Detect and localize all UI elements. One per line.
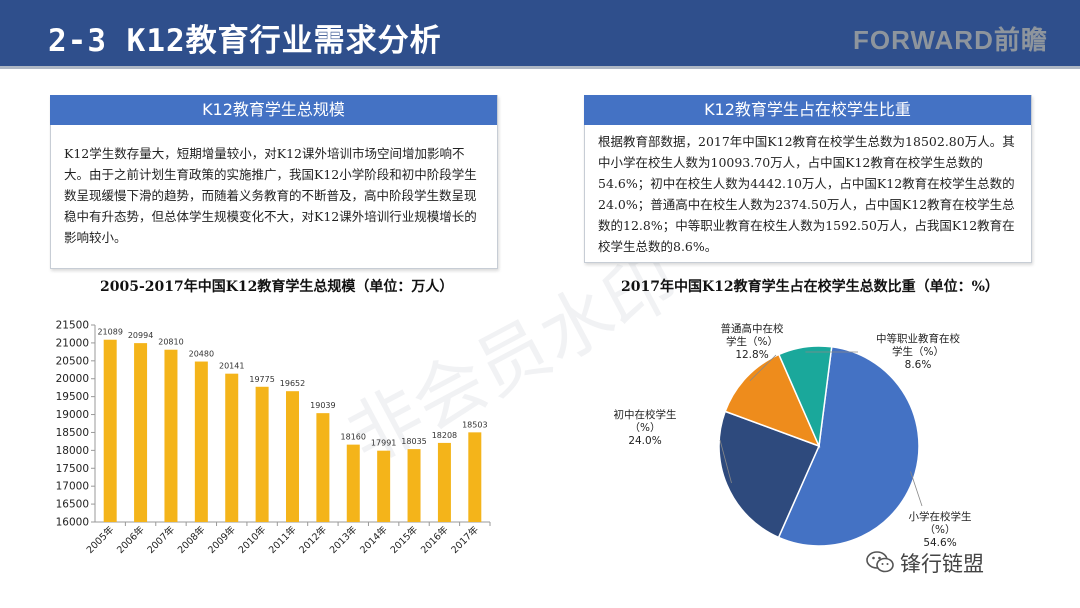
bar-chart-title: 2005-2017年中国K12教育学生总规模（单位：万人） bbox=[100, 279, 454, 295]
pie-slice bbox=[777, 345, 833, 449]
data-label: 18208 bbox=[432, 431, 457, 440]
data-label: 18503 bbox=[462, 420, 487, 429]
y-tick-label: 16000 bbox=[56, 517, 89, 529]
bar bbox=[103, 339, 117, 522]
x-tick-label: 2010年 bbox=[236, 523, 269, 556]
x-tick-label: 2012年 bbox=[297, 523, 330, 556]
y-tick-label: 17000 bbox=[56, 481, 89, 493]
y-tick-label: 19000 bbox=[56, 409, 89, 421]
bar bbox=[225, 373, 239, 522]
bar bbox=[164, 349, 178, 522]
slice-label: 中等职业教育在校学生（%） 8.6% bbox=[876, 332, 960, 371]
slice-label-line: （%） bbox=[630, 422, 661, 434]
data-label: 19652 bbox=[280, 379, 305, 388]
bar bbox=[407, 449, 421, 522]
slice-label-line: 学生（%） bbox=[726, 335, 778, 348]
header-divider bbox=[0, 66, 1080, 69]
header-bar: 2-3 K12教育行业需求分析 FORWARD前瞻 bbox=[0, 0, 1080, 66]
leader-line bbox=[910, 471, 923, 507]
x-tick-label: 2015年 bbox=[388, 523, 421, 556]
pie-slice bbox=[718, 410, 821, 539]
slice-value: 12.8% bbox=[735, 349, 768, 361]
slice-label-line: 普通高中在校 bbox=[721, 322, 784, 335]
wechat-icon bbox=[866, 551, 894, 573]
left-panel-title: K12教育学生总规模 bbox=[50, 95, 497, 125]
slice-value: 8.6% bbox=[905, 359, 932, 371]
data-label: 19039 bbox=[310, 401, 335, 410]
data-label: 18160 bbox=[341, 433, 366, 442]
leader-line bbox=[719, 439, 732, 484]
brand-logo: FORWARD前瞻 bbox=[853, 25, 1048, 55]
x-tick-label: 2011年 bbox=[266, 523, 299, 556]
slice-label-line: 中等职业教育在校 bbox=[876, 332, 960, 345]
y-tick-label: 18500 bbox=[56, 427, 89, 439]
data-label: 20810 bbox=[158, 338, 183, 347]
data-label: 18035 bbox=[401, 437, 426, 446]
slice-label-line: 初中在校学生 bbox=[614, 408, 677, 421]
x-tick-label: 2006年 bbox=[114, 523, 147, 556]
bar bbox=[437, 442, 451, 522]
page-title: 2-3 K12教育行业需求分析 bbox=[48, 23, 442, 59]
pie-chart: 小学在校学生（%） 54.6%初中在校学生（%） 24.0%普通高中在校学生（%） 1… bbox=[614, 322, 972, 549]
bar bbox=[255, 386, 269, 522]
slice-label-line: 小学在校学生 bbox=[909, 510, 972, 523]
y-tick-label: 20000 bbox=[56, 373, 89, 385]
y-tick-label: 16500 bbox=[56, 499, 89, 511]
left-panel-text: K12学生数存量大，短期增量较小，对K12课外培训市场空间增加影响不大。由于之前… bbox=[64, 146, 477, 245]
x-tick-label: 2013年 bbox=[327, 523, 360, 556]
x-tick-label: 2009年 bbox=[206, 523, 239, 556]
slice-label: 普通高中在校学生（%） 12.8% bbox=[721, 322, 784, 361]
pie-chart-title: 2017年中国K12教育学生占在校学生总数比重（单位：%） bbox=[621, 279, 999, 295]
y-tick-label: 19500 bbox=[56, 391, 89, 403]
x-tick-label: 2017年 bbox=[449, 523, 482, 556]
bar bbox=[286, 391, 299, 522]
y-tick-label: 17500 bbox=[56, 463, 89, 475]
slice-value: 24.0% bbox=[628, 435, 661, 447]
bar bbox=[346, 444, 360, 522]
footer-brand: 锋行链盟 bbox=[900, 552, 984, 576]
leader-line bbox=[749, 354, 777, 382]
right-panel-title: K12教育学生占在校学生比重 bbox=[584, 95, 1031, 125]
y-tick-label: 21500 bbox=[56, 320, 89, 332]
data-label: 17991 bbox=[371, 439, 396, 448]
pie-slice bbox=[724, 353, 821, 448]
data-label: 20994 bbox=[128, 331, 153, 340]
right-panel-text: 根据教育部数据，2017年中国K12教育在校学生总数为18502.80万人。其中… bbox=[598, 134, 1015, 254]
x-tick-label: 2014年 bbox=[357, 523, 390, 556]
data-label: 21089 bbox=[97, 328, 122, 337]
pie-slice bbox=[777, 345, 920, 547]
x-tick-label: 2008年 bbox=[175, 523, 208, 556]
bar bbox=[134, 343, 148, 522]
slice-value: 54.6% bbox=[923, 537, 956, 549]
data-label: 19775 bbox=[249, 375, 274, 384]
slice-label-line: （%） bbox=[925, 524, 956, 536]
data-label: 20480 bbox=[189, 350, 214, 359]
slice-label: 初中在校学生（%） 24.0% bbox=[614, 408, 677, 447]
bar-chart: 16000 16500 17000 17500 18000 18500 19000 19500… bbox=[56, 320, 491, 556]
bar bbox=[377, 450, 391, 522]
x-tick-label: 2016年 bbox=[418, 523, 451, 556]
y-tick-label: 21000 bbox=[56, 337, 89, 349]
data-label: 20141 bbox=[219, 362, 244, 371]
bar bbox=[316, 413, 330, 522]
x-tick-label: 2007年 bbox=[145, 523, 178, 556]
bar bbox=[194, 361, 208, 522]
slice-label-line: 学生（%） bbox=[892, 345, 944, 358]
bar bbox=[468, 432, 482, 522]
y-tick-label: 20500 bbox=[56, 355, 89, 367]
slice-label: 小学在校学生（%） 54.6% bbox=[909, 510, 972, 549]
y-tick-label: 18000 bbox=[56, 445, 89, 457]
